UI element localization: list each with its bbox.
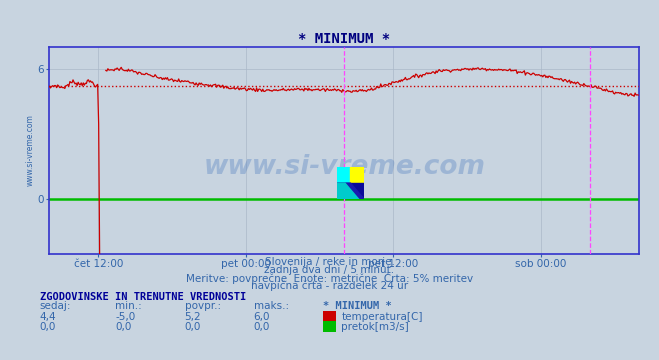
Text: povpr.:: povpr.: [185,301,221,311]
Text: zadnja dva dni / 5 minut.: zadnja dva dni / 5 minut. [264,265,395,275]
Text: pretok[m3/s]: pretok[m3/s] [341,323,409,333]
Text: www.si-vreme.com: www.si-vreme.com [204,154,485,180]
Bar [351,167,364,183]
Bar [337,167,351,183]
Y-axis label: www.si-vreme.com: www.si-vreme.com [26,114,34,186]
Text: 0,0: 0,0 [185,323,201,333]
Text: 0,0: 0,0 [254,323,270,333]
Text: 6,0: 6,0 [254,312,270,322]
Text: maks.:: maks.: [254,301,289,311]
Text: 5,2: 5,2 [185,312,201,322]
Text: -5,0: -5,0 [115,312,136,322]
Text: temperatura[C]: temperatura[C] [341,312,423,322]
Text: 0,0: 0,0 [40,323,56,333]
Polygon shape [337,183,364,199]
Text: Meritve: povprečne  Enote: metrične  Črta: 5% meritev: Meritve: povprečne Enote: metrične Črta:… [186,271,473,284]
Text: ZGODOVINSKE IN TRENUTNE VREDNOSTI: ZGODOVINSKE IN TRENUTNE VREDNOSTI [40,292,246,302]
Text: * MINIMUM *: * MINIMUM * [323,301,391,311]
Polygon shape [337,183,364,199]
Polygon shape [337,183,358,199]
Text: sedaj:: sedaj: [40,301,71,311]
Text: navpična črta - razdelek 24 ur: navpična črta - razdelek 24 ur [251,281,408,292]
Text: 0,0: 0,0 [115,323,132,333]
Title: * MINIMUM *: * MINIMUM * [299,32,390,46]
Text: 4,4: 4,4 [40,312,56,322]
Text: Slovenija / reke in morje.: Slovenija / reke in morje. [264,257,395,267]
Text: min.:: min.: [115,301,142,311]
